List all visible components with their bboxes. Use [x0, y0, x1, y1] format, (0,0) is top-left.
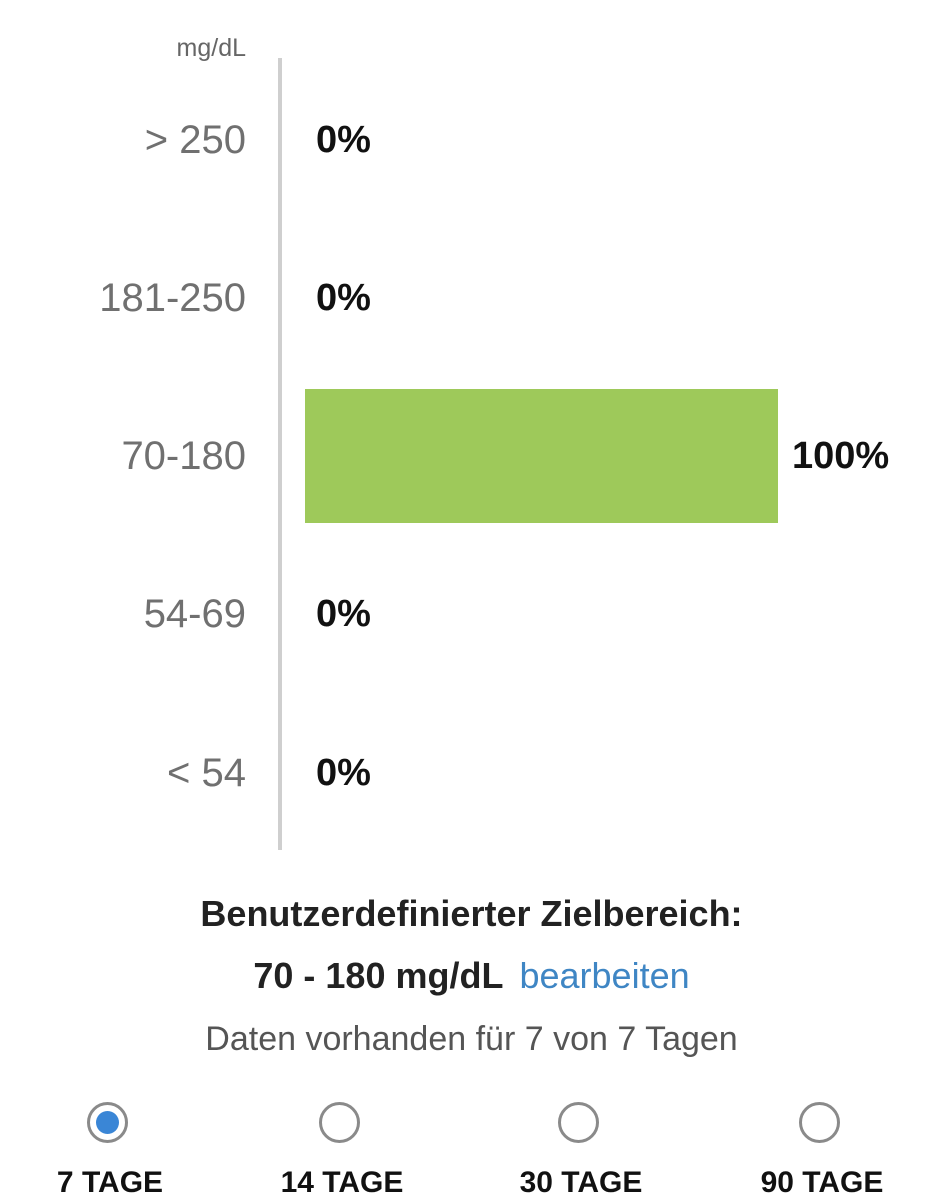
- category-label: 181-250: [99, 276, 246, 320]
- radio-unselected-icon[interactable]: [319, 1102, 360, 1143]
- radio-unselected-icon[interactable]: [799, 1102, 840, 1143]
- category-label: > 250: [144, 118, 246, 162]
- radio-dot-icon: [96, 1111, 119, 1134]
- value-label: 0%: [316, 119, 371, 161]
- value-label: 0%: [316, 752, 371, 794]
- radio-selected-icon[interactable]: [87, 1102, 128, 1143]
- period-option-30[interactable]: 30 TAGE: [491, 1098, 671, 1199]
- value-label: 100%: [792, 435, 890, 477]
- category-label: < 54: [167, 751, 246, 795]
- target-range-title: Benutzerdefinierter Zielbereich:: [200, 893, 743, 934]
- period-label: 30 TAGE: [519, 1166, 643, 1199]
- unit-label: mg/dL: [176, 34, 246, 62]
- bar-70-180: [305, 389, 778, 523]
- edit-range-link[interactable]: bearbeiten: [519, 955, 690, 996]
- category-label: 70-180: [121, 434, 246, 478]
- target-range-line: 70 - 180 mg/dL bearbeiten: [0, 955, 943, 997]
- data-availability-note: Daten vorhanden für 7 von 7 Tagen: [205, 1020, 738, 1058]
- chart-axis-line: [278, 58, 282, 850]
- period-option-14[interactable]: 14 TAGE: [252, 1098, 432, 1199]
- category-label: 54-69: [143, 592, 246, 636]
- period-option-7[interactable]: 7 TAGE: [20, 1098, 200, 1199]
- value-label: 0%: [316, 593, 371, 635]
- radio-unselected-icon[interactable]: [558, 1102, 599, 1143]
- value-label: 0%: [316, 277, 371, 319]
- period-label: 14 TAGE: [280, 1166, 404, 1199]
- period-label: 7 TAGE: [56, 1166, 164, 1199]
- target-range-value: 70 - 180 mg/dL: [253, 955, 504, 996]
- period-option-90[interactable]: 90 TAGE: [732, 1098, 912, 1199]
- period-label: 90 TAGE: [760, 1166, 884, 1199]
